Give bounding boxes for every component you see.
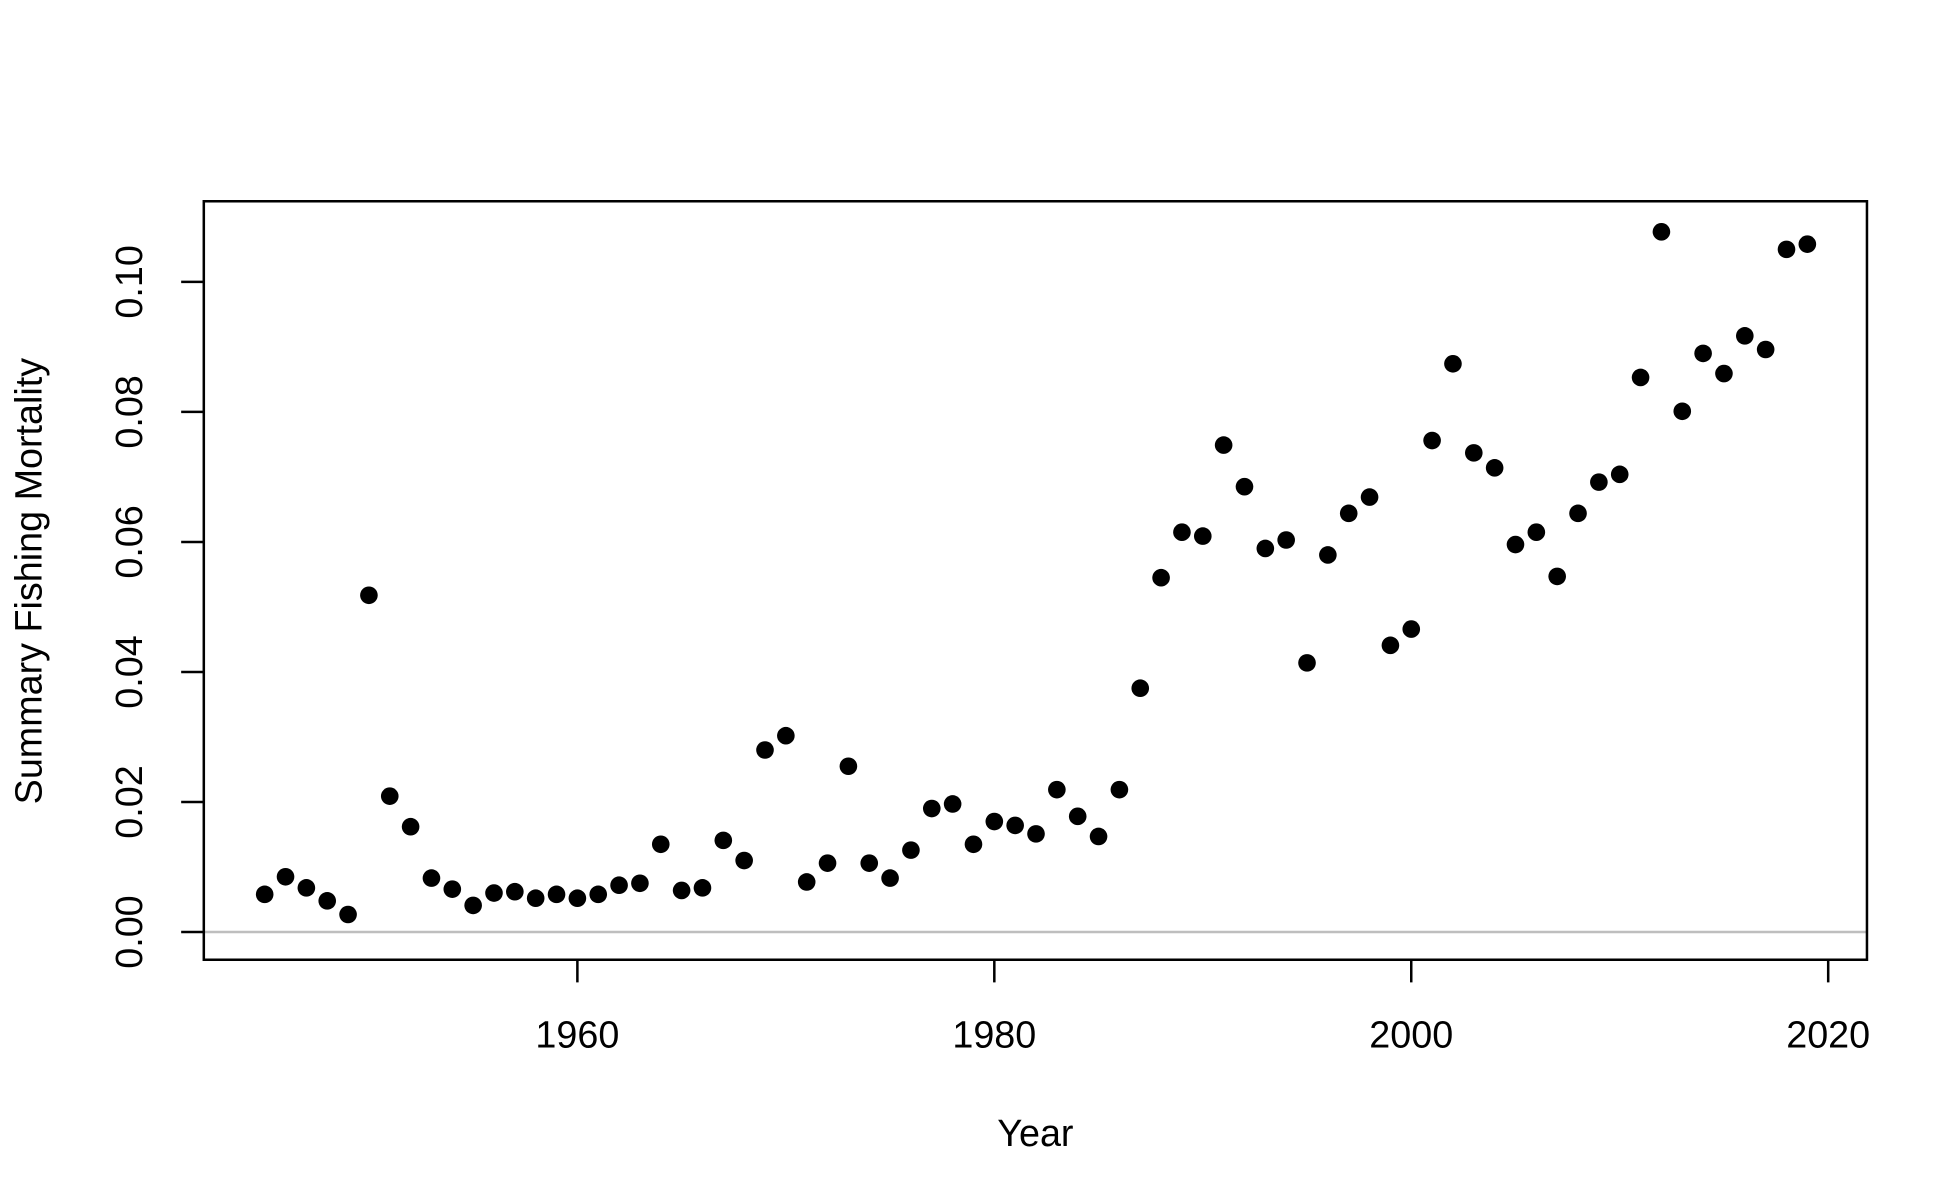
point <box>1485 459 1504 477</box>
point <box>297 879 316 897</box>
point <box>255 885 274 904</box>
x-tick-label: 2000 <box>1369 1014 1453 1056</box>
point <box>1131 679 1150 698</box>
point <box>1735 327 1754 345</box>
point <box>1193 527 1212 545</box>
point <box>1694 344 1712 363</box>
point <box>1298 654 1316 672</box>
point <box>818 854 837 872</box>
point <box>1089 827 1108 846</box>
point <box>1110 780 1129 799</box>
point <box>568 889 587 908</box>
point <box>1402 620 1421 638</box>
point <box>1256 539 1275 558</box>
point <box>318 892 337 910</box>
point <box>506 882 524 901</box>
point <box>1027 825 1045 843</box>
y-tick-label: 0.04 <box>108 635 150 708</box>
point <box>1798 235 1817 253</box>
point <box>902 841 920 859</box>
point <box>1068 807 1087 826</box>
point <box>943 795 962 813</box>
point <box>1569 504 1587 523</box>
point <box>714 831 733 850</box>
point <box>1527 523 1546 542</box>
point <box>422 869 441 887</box>
plot-frame <box>202 200 1869 962</box>
point <box>1235 477 1254 496</box>
point <box>360 586 378 605</box>
y-tick-label: 0.02 <box>108 765 150 838</box>
point <box>1652 223 1671 241</box>
point <box>485 884 503 902</box>
point <box>693 879 712 897</box>
point <box>651 835 670 854</box>
point <box>1048 780 1066 799</box>
point <box>756 741 774 759</box>
point <box>610 876 628 895</box>
point <box>1360 488 1379 506</box>
x-tick-label: 2020 <box>1786 1014 1870 1056</box>
point <box>839 757 858 776</box>
point <box>672 881 691 900</box>
point <box>735 851 753 870</box>
point <box>1756 340 1775 359</box>
point <box>860 854 879 872</box>
x-tick-label: 1980 <box>952 1014 1036 1056</box>
x-tick-label: 1960 <box>535 1014 619 1056</box>
point <box>1631 368 1650 387</box>
point <box>881 869 899 887</box>
point <box>401 817 420 836</box>
x-axis-label: Year <box>997 1112 1073 1154</box>
y-tick-label: 0.10 <box>108 245 150 318</box>
point <box>1777 240 1796 259</box>
point <box>380 787 399 805</box>
point <box>1423 431 1441 450</box>
point <box>1381 636 1400 655</box>
point <box>1464 444 1483 462</box>
point <box>1610 465 1629 484</box>
point <box>1319 546 1337 564</box>
point <box>1173 523 1191 542</box>
point <box>589 885 608 904</box>
point <box>1444 354 1462 373</box>
y-tick-label: 0.00 <box>108 895 150 968</box>
point <box>1715 364 1733 383</box>
point <box>1673 402 1692 421</box>
y-tick-label: 0.08 <box>108 375 150 448</box>
point <box>1339 504 1358 523</box>
point <box>1006 816 1024 835</box>
point <box>1506 535 1525 554</box>
point <box>1214 436 1233 454</box>
point <box>443 880 462 898</box>
point <box>1548 567 1566 586</box>
point <box>777 726 795 745</box>
point <box>526 889 545 908</box>
point <box>922 799 941 818</box>
point <box>464 896 482 915</box>
y-tick-label: 0.06 <box>108 505 150 578</box>
point <box>276 867 295 886</box>
point <box>547 885 566 904</box>
point <box>339 905 357 924</box>
point <box>964 835 983 854</box>
point <box>1152 568 1170 587</box>
point <box>1590 473 1608 491</box>
y-axis-label: Summary Fishing Mortality <box>7 358 49 805</box>
point <box>1277 531 1295 549</box>
point <box>985 812 1004 831</box>
point <box>631 874 649 893</box>
point <box>797 873 816 891</box>
